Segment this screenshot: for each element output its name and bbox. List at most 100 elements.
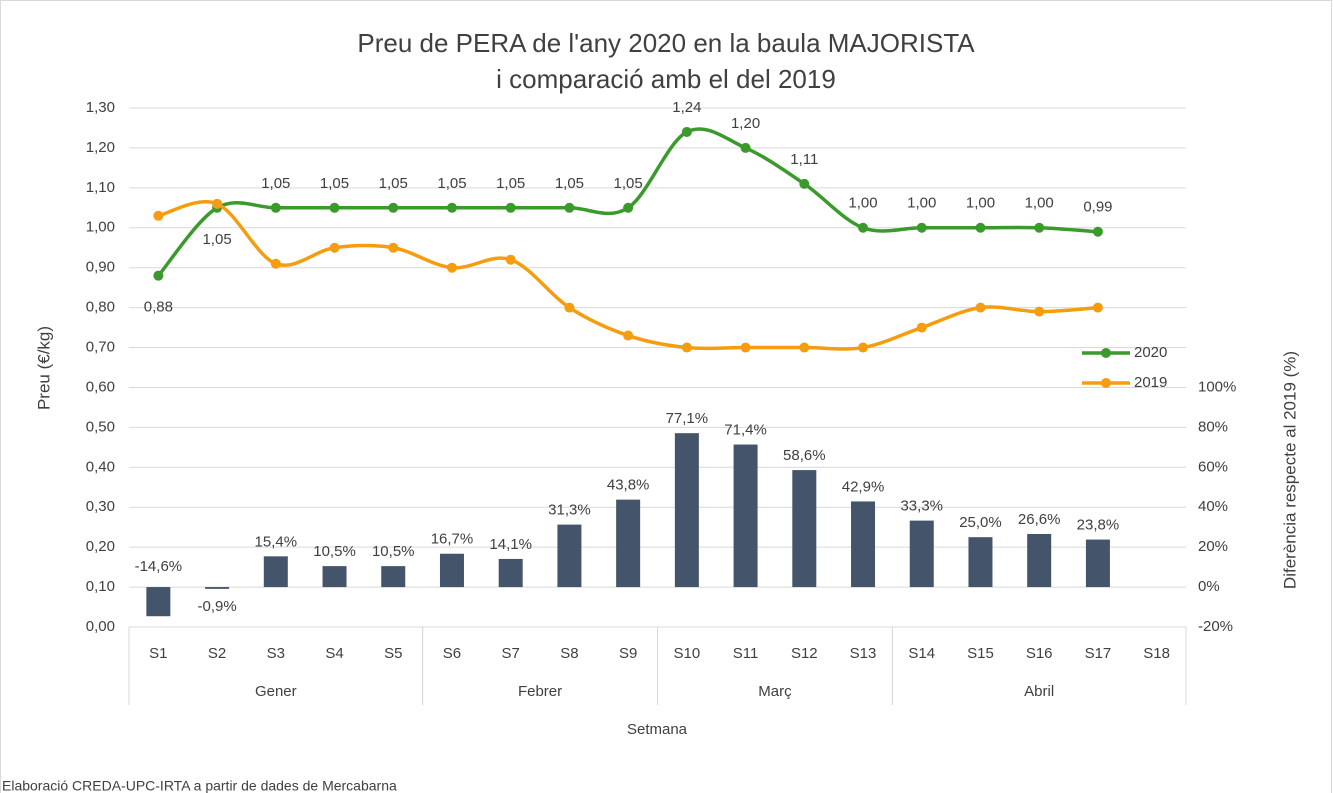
bar bbox=[557, 524, 582, 588]
data-label: 0,99 bbox=[1083, 199, 1112, 216]
x-tick-label: S7 bbox=[502, 645, 520, 662]
marker bbox=[799, 178, 810, 189]
y-tick-label: 0,90 bbox=[86, 259, 115, 276]
x-axis-title: Setmana bbox=[627, 721, 688, 738]
legend-swatch bbox=[1101, 348, 1111, 358]
data-label: 1,20 bbox=[731, 115, 760, 132]
y2-tick-label: 0% bbox=[1198, 578, 1220, 595]
y2-tick-label: 20% bbox=[1198, 538, 1228, 555]
data-label: 77,1% bbox=[666, 410, 709, 427]
data-label: 31,3% bbox=[548, 502, 591, 519]
bar bbox=[1085, 539, 1110, 588]
data-label: 1,05 bbox=[437, 175, 466, 192]
source-note: Elaboració CREDA-UPC-IRTA a partir de da… bbox=[2, 778, 397, 793]
x-tick-label: S17 bbox=[1085, 645, 1112, 662]
marker bbox=[740, 142, 751, 153]
chart-title: Preu de PERA de l'any 2020 en la baula M… bbox=[357, 28, 975, 58]
marker bbox=[975, 222, 986, 233]
bar bbox=[674, 433, 699, 588]
data-label: 1,05 bbox=[555, 175, 584, 192]
marker bbox=[270, 258, 281, 269]
data-label: -0,9% bbox=[197, 598, 236, 615]
marker bbox=[740, 342, 751, 353]
legend-label: 2020 bbox=[1134, 344, 1167, 361]
marker bbox=[916, 222, 927, 233]
data-label: 1,00 bbox=[1025, 195, 1054, 212]
y-tick-label: 0,40 bbox=[86, 458, 115, 475]
bar bbox=[498, 558, 523, 588]
data-label: 1,00 bbox=[966, 195, 995, 212]
legend-label: 2019 bbox=[1134, 374, 1167, 391]
marker bbox=[564, 302, 575, 313]
bar bbox=[616, 499, 641, 588]
marker bbox=[270, 202, 281, 213]
x-tick-label: S13 bbox=[850, 645, 877, 662]
data-label: 26,6% bbox=[1018, 511, 1061, 528]
data-label: 33,3% bbox=[900, 498, 943, 515]
chart-title: i comparació amb el del 2019 bbox=[496, 64, 836, 94]
y2-tick-label: -20% bbox=[1198, 618, 1233, 635]
x-tick-label: S15 bbox=[967, 645, 994, 662]
marker bbox=[388, 242, 399, 253]
data-label: 1,05 bbox=[320, 175, 349, 192]
x-tick-label: S3 bbox=[267, 645, 285, 662]
y-tick-label: 1,10 bbox=[86, 179, 115, 196]
data-label: 1,05 bbox=[202, 231, 231, 248]
data-label: 1,05 bbox=[379, 175, 408, 192]
y-tick-label: 0,10 bbox=[86, 578, 115, 595]
bar bbox=[381, 566, 406, 588]
x-tick-label: S10 bbox=[674, 645, 701, 662]
marker bbox=[505, 254, 516, 265]
marker bbox=[329, 202, 340, 213]
data-label: 23,8% bbox=[1077, 517, 1120, 534]
data-label: 14,1% bbox=[489, 536, 532, 553]
marker bbox=[446, 262, 457, 273]
y2-tick-label: 60% bbox=[1198, 458, 1228, 475]
data-label: 1,11 bbox=[790, 151, 818, 168]
y-tick-label: 0,30 bbox=[86, 498, 115, 515]
marker bbox=[681, 126, 692, 137]
x-tick-label: S6 bbox=[443, 645, 461, 662]
x-tick-label: S2 bbox=[208, 645, 226, 662]
y-tick-label: 0,00 bbox=[86, 618, 115, 635]
data-label: 1,00 bbox=[848, 195, 877, 212]
x-tick-label: S5 bbox=[384, 645, 402, 662]
y-tick-label: 0,80 bbox=[86, 299, 115, 316]
data-label: 1,05 bbox=[261, 175, 290, 192]
marker bbox=[1092, 302, 1103, 313]
marker bbox=[564, 202, 575, 213]
y2-tick-label: 40% bbox=[1198, 498, 1228, 515]
y2-tick-label: 80% bbox=[1198, 418, 1228, 435]
x-tick-label: S11 bbox=[733, 645, 759, 662]
data-label: 43,8% bbox=[607, 477, 650, 494]
marker bbox=[1034, 222, 1045, 233]
marker bbox=[858, 222, 869, 233]
marker bbox=[681, 342, 692, 353]
x-tick-label: S4 bbox=[325, 645, 343, 662]
marker bbox=[153, 270, 164, 281]
y2-tick-label: 100% bbox=[1198, 378, 1236, 395]
y-tick-label: 0,70 bbox=[86, 339, 115, 356]
x-tick-label: S1 bbox=[149, 645, 167, 662]
x-tick-label: S9 bbox=[619, 645, 637, 662]
data-label: 16,7% bbox=[431, 531, 474, 548]
y-tick-label: 0,50 bbox=[86, 418, 115, 435]
data-label: 10,5% bbox=[372, 543, 415, 560]
marker bbox=[212, 198, 223, 209]
bar bbox=[733, 444, 758, 588]
group-label: Gener bbox=[255, 683, 297, 700]
x-tick-label: S12 bbox=[791, 645, 818, 662]
marker bbox=[623, 330, 634, 341]
data-label: 0,88 bbox=[144, 299, 173, 316]
data-label: 42,9% bbox=[842, 478, 885, 495]
data-label: 1,00 bbox=[907, 195, 936, 212]
data-label: 1,05 bbox=[496, 175, 525, 192]
data-label: 15,4% bbox=[255, 533, 298, 550]
y-tick-label: 1,20 bbox=[86, 139, 115, 156]
marker bbox=[858, 342, 869, 353]
marker bbox=[505, 202, 516, 213]
data-label: 1,05 bbox=[614, 175, 643, 192]
marker bbox=[446, 202, 457, 213]
bar bbox=[1027, 533, 1052, 588]
